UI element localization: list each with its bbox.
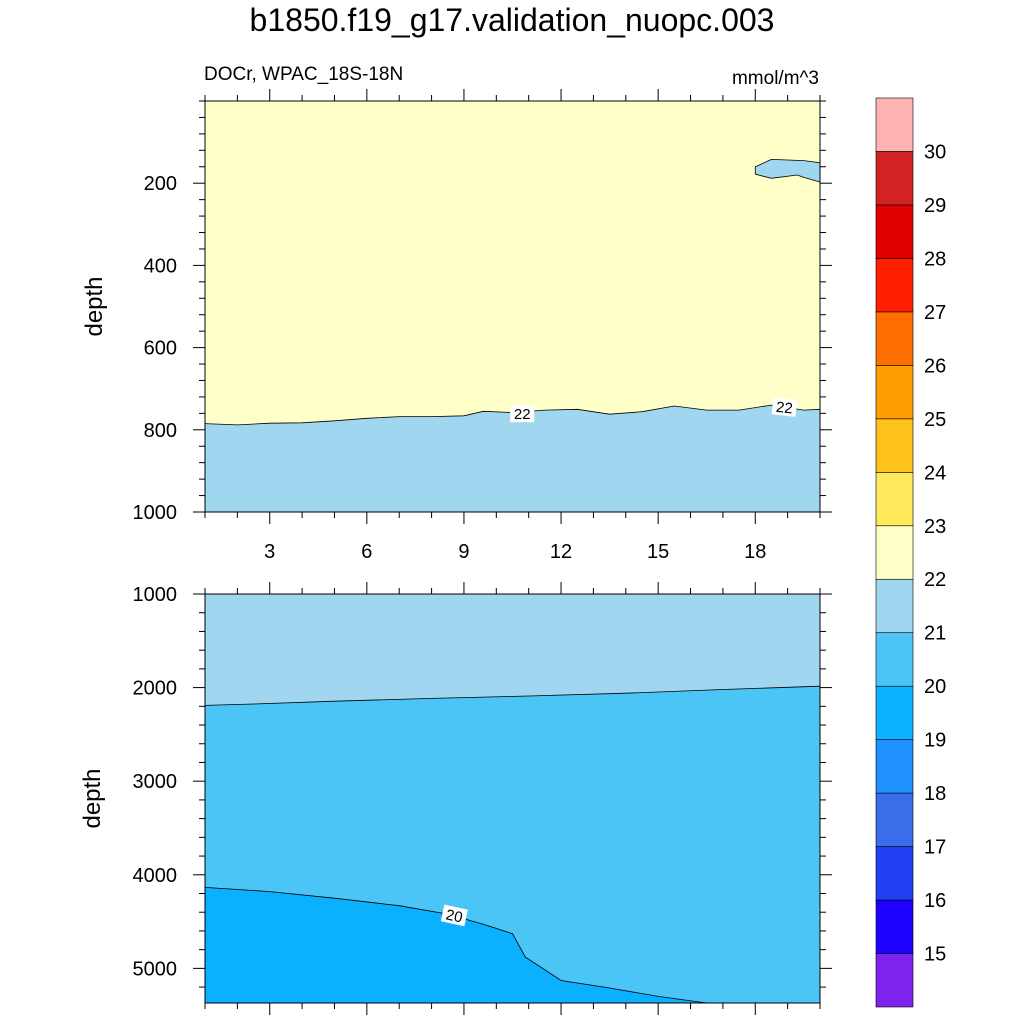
x-tick-label: 12 <box>550 541 572 563</box>
colorbar-tick-label: 25 <box>924 409 946 431</box>
plot-frame <box>204 100 821 513</box>
colorbar-tick-label: 27 <box>924 302 946 324</box>
y-tick-label: 5000 <box>133 958 178 980</box>
contour-line-21 <box>204 685 821 706</box>
colorbar-swatch <box>875 846 914 901</box>
colorbar-swatch <box>875 792 914 847</box>
x-tick-label: 15 <box>647 541 669 563</box>
x-tick-label: 6 <box>361 541 372 563</box>
y-tick-label: 800 <box>144 420 177 442</box>
x-tick-label: 18 <box>744 541 766 563</box>
colorbar-swatch <box>875 632 914 687</box>
colorbar-swatch <box>875 739 914 794</box>
contour-label-text: 22 <box>775 399 793 418</box>
colorbar-tick-label: 17 <box>924 837 946 859</box>
contour-label-text: 22 <box>514 406 531 423</box>
panel-lower: 20 1000 2000 3000 4000 5000 depth <box>79 582 832 1015</box>
units-subtitle: mmol/m^3 <box>731 68 819 89</box>
variable-region-subtitle: DOCr, WPAC_18S-18N <box>204 64 404 85</box>
y-tick-label: 600 <box>144 338 177 360</box>
colorbar-swatch <box>875 953 914 1008</box>
colorbar-swatch <box>875 151 914 206</box>
y-tick-label: 200 <box>144 173 177 195</box>
colorbar-tick-label: 22 <box>924 569 946 591</box>
y-tick-label: 2000 <box>133 678 178 700</box>
y-axis-label: depth <box>79 768 106 828</box>
colorbar-tick-label: 26 <box>924 355 946 377</box>
colorbar-tick-label: 21 <box>924 623 946 645</box>
y-tick-label: 4000 <box>133 865 178 887</box>
chart-title: b1850.f19_g17.validation_nuopc.003 <box>249 2 775 38</box>
y-tick-label: 400 <box>144 255 177 277</box>
colorbar: 15 16 17 18 19 20 21 22 23 24 25 26 27 28 29 30 <box>875 97 946 1008</box>
colorbar-tick-label: 19 <box>924 730 946 752</box>
region-patch-21-22 <box>754 158 821 183</box>
colorbar-tick-label: 15 <box>924 944 946 966</box>
contour-label-box <box>771 397 798 417</box>
colorbar-swatch <box>875 204 914 259</box>
colorbar-swatch <box>875 418 914 473</box>
colorbar-swatch <box>875 258 914 313</box>
colorbar-swatch <box>875 365 914 420</box>
y-tick-label: 3000 <box>133 771 178 793</box>
x-tick-label: 3 <box>264 541 275 563</box>
colorbar-tick-label: 16 <box>924 890 946 912</box>
region-22-23 <box>205 101 820 425</box>
region-19-20 <box>205 887 707 1003</box>
contour-label-20: 20 <box>440 904 468 927</box>
colorbar-swatch <box>875 685 914 740</box>
colorbar-swatch <box>875 525 914 580</box>
contour-label-22: 22 <box>510 405 535 423</box>
colorbar-tick-label: 24 <box>924 462 946 484</box>
colorbar-swatch <box>875 97 914 152</box>
y-tick-label: 1000 <box>133 502 178 524</box>
colorbar-tick-label: 18 <box>924 783 946 805</box>
contour-label-22: 22 <box>771 397 798 418</box>
colorbar-swatch <box>875 311 914 366</box>
colorbar-tick-label: 23 <box>924 516 946 538</box>
y-axis-label: depth <box>81 276 108 336</box>
colorbar-tick-label: 30 <box>924 141 946 163</box>
contour-label-box <box>510 405 535 423</box>
colorbar-tick-label: 20 <box>924 676 946 698</box>
colorbar-tick-label: 28 <box>924 248 946 270</box>
colorbar-swatch <box>875 578 914 634</box>
contour-line-20 <box>204 887 707 1004</box>
colorbar-swatch <box>875 471 914 527</box>
colorbar-tick-label: 29 <box>924 195 946 217</box>
y-tick-label: 1000 <box>133 584 178 606</box>
panel-upper: 22 22 3 6 9 12 15 18 200 400 600 800 1000 depth <box>81 89 832 563</box>
colorbar-swatch <box>875 899 914 954</box>
plot-frame <box>204 593 821 1004</box>
x-tick-label: 9 <box>458 541 469 563</box>
contour-label-text: 20 <box>444 906 464 926</box>
contour-label-box <box>440 904 468 927</box>
